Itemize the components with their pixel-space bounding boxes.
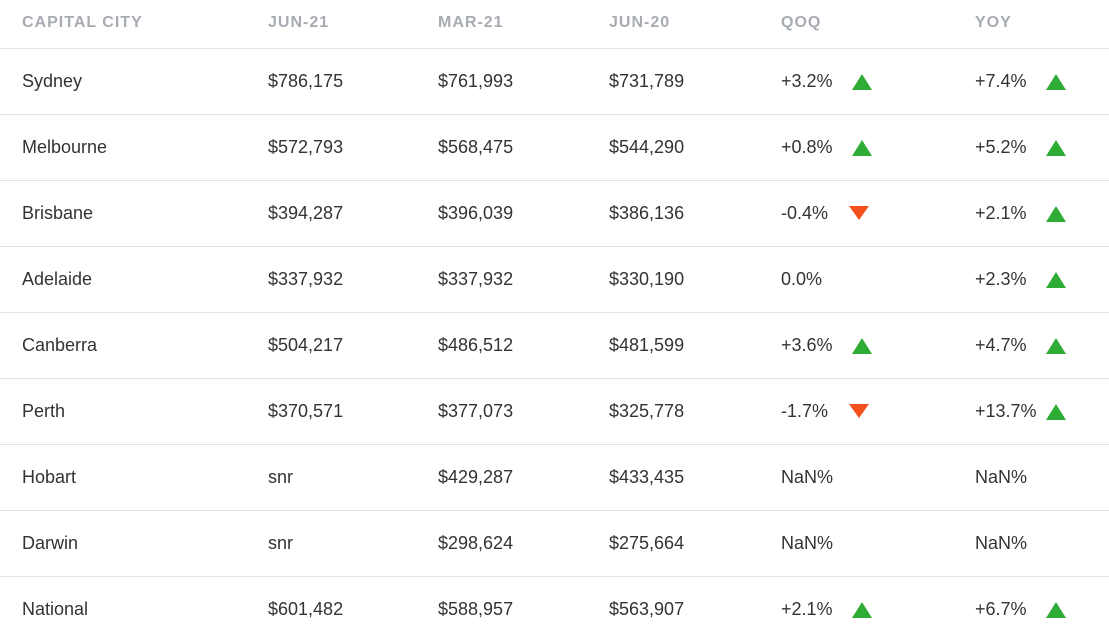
table-row: National $601,482 $588,957 $563,907 +2.1% +6.… bbox=[0, 577, 1109, 642]
qoq-up-arrow-icon bbox=[852, 601, 872, 618]
yoy-change: +5.2% bbox=[975, 137, 1027, 157]
city-name: Melbourne bbox=[22, 137, 108, 157]
jun-21-value: $504,217 bbox=[268, 335, 344, 355]
header-qoq[interactable]: QOQ bbox=[781, 14, 822, 31]
jun-21-value: $601,482 bbox=[268, 599, 344, 619]
city-name: Adelaide bbox=[22, 269, 93, 289]
yoy-up-arrow-icon bbox=[1046, 337, 1066, 354]
mar-21-value: $761,993 bbox=[438, 71, 514, 91]
city-name: National bbox=[22, 599, 89, 619]
table-body: Sydney $786,175 $761,993 $731,789 +3.2% +7.4%… bbox=[0, 49, 1109, 642]
jun-20-value: $325,778 bbox=[609, 401, 685, 421]
table-row: Brisbane $394,287 $396,039 $386,136 -0.4% +2.… bbox=[0, 181, 1109, 247]
jun-20-value: $544,290 bbox=[609, 137, 685, 157]
table-row: Sydney $786,175 $761,993 $731,789 +3.2% +7.4% bbox=[0, 49, 1109, 115]
yoy-up-arrow-icon bbox=[1046, 205, 1066, 222]
table-row: Hobart snr $429,287 $433,435 NaN% NaN% bbox=[0, 445, 1109, 511]
qoq-change: +3.6% bbox=[781, 335, 833, 355]
mar-21-value: $298,624 bbox=[438, 533, 514, 553]
header-capital-city[interactable]: CAPITAL CITY bbox=[22, 14, 143, 31]
qoq-change: 0.0% bbox=[781, 269, 823, 289]
jun-21-value: $370,571 bbox=[268, 401, 344, 421]
jun-21-value: snr bbox=[268, 467, 294, 487]
yoy-change: +13.7% bbox=[975, 401, 1037, 421]
yoy-change: NaN% bbox=[975, 467, 1028, 487]
qoq-up-arrow-icon bbox=[852, 139, 872, 156]
qoq-change: NaN% bbox=[781, 533, 834, 553]
jun-20-value: $330,190 bbox=[609, 269, 685, 289]
yoy-change: +4.7% bbox=[975, 335, 1027, 355]
jun-20-value: $433,435 bbox=[609, 467, 685, 487]
qoq-change: +3.2% bbox=[781, 71, 833, 91]
header-mar-21[interactable]: MAR-21 bbox=[438, 14, 504, 31]
table-row: Adelaide $337,932 $337,932 $330,190 0.0% +2.3… bbox=[0, 247, 1109, 313]
table-row: Perth $370,571 $377,073 $325,778 -1.7% +13.7% bbox=[0, 379, 1109, 445]
city-name: Perth bbox=[22, 401, 66, 421]
yoy-change: +7.4% bbox=[975, 71, 1027, 91]
yoy-up-arrow-icon bbox=[1046, 601, 1066, 618]
jun-20-value: $563,907 bbox=[609, 599, 685, 619]
table-row: Darwin snr $298,624 $275,664 NaN% NaN% bbox=[0, 511, 1109, 577]
qoq-up-arrow-icon bbox=[852, 337, 872, 354]
city-name: Brisbane bbox=[22, 203, 94, 223]
yoy-change: +2.3% bbox=[975, 269, 1027, 289]
header-jun-20[interactable]: JUN-20 bbox=[609, 14, 671, 31]
mar-21-value: $396,039 bbox=[438, 203, 514, 223]
jun-20-value: $481,599 bbox=[609, 335, 685, 355]
qoq-down-arrow-icon bbox=[849, 205, 869, 220]
yoy-up-arrow-icon bbox=[1046, 139, 1066, 156]
city-name: Sydney bbox=[22, 71, 83, 91]
mar-21-value: $486,512 bbox=[438, 335, 514, 355]
mar-21-value: $377,073 bbox=[438, 401, 514, 421]
jun-21-value: $786,175 bbox=[268, 71, 344, 91]
yoy-up-arrow-icon bbox=[1046, 271, 1066, 288]
jun-20-value: $386,136 bbox=[609, 203, 685, 223]
qoq-up-arrow-icon bbox=[852, 73, 872, 90]
jun-21-value: $337,932 bbox=[268, 269, 344, 289]
jun-20-value: $275,664 bbox=[609, 533, 685, 553]
qoq-change: -0.4% bbox=[781, 203, 829, 223]
jun-21-value: snr bbox=[268, 533, 294, 553]
qoq-change: +0.8% bbox=[781, 137, 833, 157]
jun-21-value: $394,287 bbox=[268, 203, 344, 223]
yoy-change: +2.1% bbox=[975, 203, 1027, 223]
city-name: Canberra bbox=[22, 335, 98, 355]
table-row: Melbourne $572,793 $568,475 $544,290 +0.8% +5… bbox=[0, 115, 1109, 181]
yoy-change: +6.7% bbox=[975, 599, 1027, 619]
mar-21-value: $429,287 bbox=[438, 467, 514, 487]
jun-21-value: $572,793 bbox=[268, 137, 344, 157]
header-yoy[interactable]: YOY bbox=[975, 14, 1012, 31]
table-header: CAPITAL CITY JUN-21 MAR-21 JUN-20 QOQ YO… bbox=[0, 0, 1109, 49]
city-name: Darwin bbox=[22, 533, 79, 553]
qoq-change: -1.7% bbox=[781, 401, 829, 421]
qoq-down-arrow-icon bbox=[849, 403, 869, 418]
yoy-up-arrow-icon bbox=[1046, 403, 1066, 420]
table-row: Canberra $504,217 $486,512 $481,599 +3.6% +4.… bbox=[0, 313, 1109, 379]
yoy-change: NaN% bbox=[975, 533, 1028, 553]
yoy-up-arrow-icon bbox=[1046, 73, 1066, 90]
mar-21-value: $568,475 bbox=[438, 137, 514, 157]
city-name: Hobart bbox=[22, 467, 77, 487]
header-jun-21[interactable]: JUN-21 bbox=[268, 14, 330, 31]
qoq-change: NaN% bbox=[781, 467, 834, 487]
mar-21-value: $588,957 bbox=[438, 599, 514, 619]
qoq-change: +2.1% bbox=[781, 599, 833, 619]
mar-21-value: $337,932 bbox=[438, 269, 514, 289]
jun-20-value: $731,789 bbox=[609, 71, 685, 91]
